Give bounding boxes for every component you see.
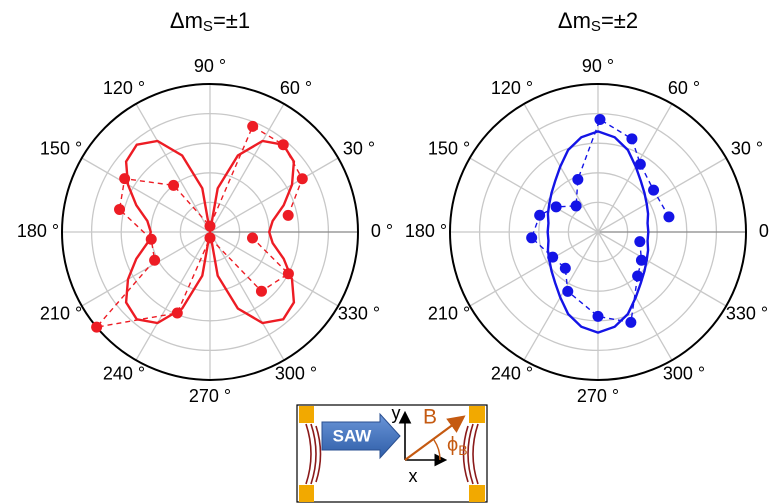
grid-spoke — [598, 158, 726, 232]
data-point — [114, 204, 125, 215]
inset-diagram: SAW y x B ϕB — [297, 403, 487, 502]
data-point — [562, 286, 573, 297]
field-label: B — [423, 406, 437, 429]
grid-spoke — [136, 232, 210, 360]
angle-tick-label: 0 ° — [371, 221, 393, 241]
data-point — [297, 173, 308, 184]
data-point — [551, 201, 562, 212]
angle-tick-label: 300 ° — [663, 364, 705, 384]
polar-chart: ΔmS=±2 0 ° 30 ° 60 ° 90 ° 120 ° 150 ° 180 ° 210 … — [405, 8, 773, 406]
grid-spoke — [210, 104, 284, 232]
angle-tick-label: 240 ° — [491, 364, 533, 384]
angle-tick-label: 120 ° — [103, 78, 145, 98]
data-point — [648, 185, 659, 196]
polar-chart: ΔmS=±1 0 ° 30 ° 60 ° 90 ° 120 ° 150 ° 180 ° 210 … — [17, 8, 393, 406]
angle-symbol: ϕ — [447, 434, 458, 456]
angle-tick-label: 180 ° — [405, 221, 447, 241]
title-suffix: =±1 — [213, 8, 250, 33]
data-point — [594, 114, 605, 125]
angle-tick-label: 270 ° — [577, 386, 619, 406]
angle-tick-label: 60 ° — [668, 78, 700, 98]
data-point — [283, 210, 294, 221]
data-point — [626, 133, 637, 144]
pad — [469, 485, 485, 502]
chart-title: ΔmS=±2 — [558, 8, 638, 35]
pad — [469, 406, 485, 423]
data-point — [256, 286, 267, 297]
data-point — [593, 311, 604, 322]
angle-tick-label: 90 ° — [582, 56, 614, 76]
angle-tick-label: 330 ° — [726, 303, 768, 323]
angle-tick-label: 60 ° — [280, 78, 312, 98]
data-point — [572, 174, 583, 185]
data-point — [571, 200, 582, 211]
title-suffix: =±2 — [601, 8, 638, 33]
data-point — [91, 322, 102, 333]
data-point — [247, 121, 258, 132]
angle-tick-label: 30 ° — [343, 138, 375, 158]
pad — [299, 406, 314, 423]
data-point — [247, 232, 258, 243]
title-subscript: S — [203, 18, 213, 35]
title-main: Δm — [558, 8, 591, 33]
angle-tick-label: 210 ° — [40, 303, 82, 323]
grid-spoke — [470, 158, 598, 232]
grid-spoke — [136, 104, 210, 232]
chart-title: ΔmS=±1 — [170, 8, 250, 35]
data-point — [634, 236, 645, 247]
grid-spoke — [210, 232, 284, 360]
data-point — [149, 255, 160, 266]
angle-tick-label: 150 ° — [428, 138, 470, 158]
title-subscript: S — [591, 18, 601, 35]
angle-tick-label: 150 ° — [40, 138, 82, 158]
title-main: Δm — [170, 8, 203, 33]
data-point — [663, 211, 674, 222]
x-axis-label: x — [409, 466, 418, 486]
angle-tick-label: 210 ° — [428, 303, 470, 323]
angle-tick-label: 0 ° — [759, 221, 773, 241]
data-point — [168, 180, 179, 191]
angle-tick-label: 240 ° — [103, 364, 145, 384]
saw-label: SAW — [333, 426, 373, 445]
pad — [299, 485, 314, 502]
angle-tick-label: 30 ° — [731, 138, 763, 158]
angle-tick-label: 120 ° — [491, 78, 533, 98]
angle-tick-label: 180 ° — [17, 221, 59, 241]
data-point — [560, 263, 571, 274]
grid-spoke — [470, 232, 598, 306]
y-axis-label: y — [392, 403, 401, 423]
data-point — [526, 232, 537, 243]
data-point — [534, 210, 545, 221]
data-point — [625, 317, 636, 328]
angle-subscript: B — [458, 442, 467, 458]
grid-spoke — [598, 232, 726, 306]
angle-tick-label: 270 ° — [189, 386, 231, 406]
angle-tick-label: 300 ° — [275, 364, 317, 384]
angle-tick-label: 330 ° — [338, 303, 380, 323]
figure: ΔmS=±10 °30 °60 °90 °120 °150 °180 °210 … — [0, 0, 773, 503]
angle-tick-label: 90 ° — [194, 56, 226, 76]
